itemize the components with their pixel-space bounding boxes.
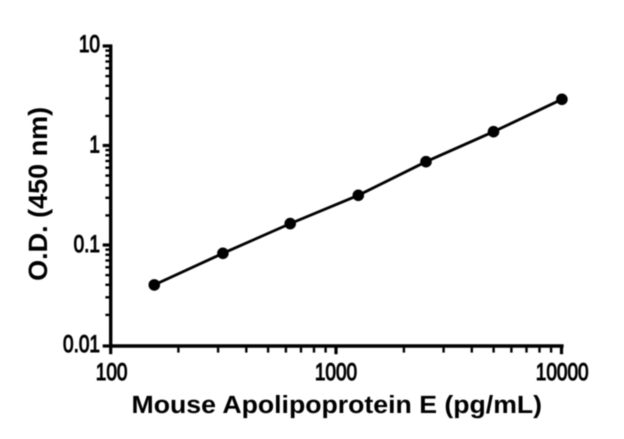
svg-text:O.D. (450 nm): O.D. (450 nm): [23, 107, 53, 281]
svg-text:1000: 1000: [315, 360, 357, 387]
svg-text:0.1: 0.1: [74, 232, 100, 259]
svg-text:0.01: 0.01: [63, 332, 100, 359]
svg-text:1: 1: [89, 132, 100, 159]
svg-text:100: 100: [96, 360, 128, 387]
svg-text:10: 10: [79, 32, 100, 59]
svg-text:10000: 10000: [536, 360, 589, 387]
svg-text:Mouse Apolipoprotein E (pg/mL): Mouse Apolipoprotein E (pg/mL): [132, 391, 543, 419]
